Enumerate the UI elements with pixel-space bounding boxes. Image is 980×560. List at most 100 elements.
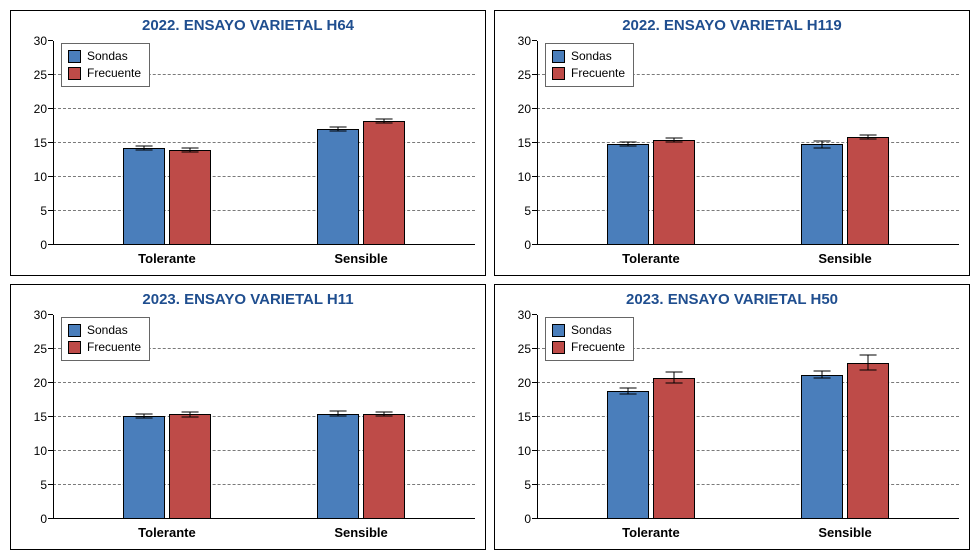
ytick-label: 20	[518, 102, 537, 116]
ytick-label: 30	[518, 34, 537, 48]
legend-swatch	[552, 324, 565, 337]
legend-label: Frecuente	[571, 65, 625, 82]
ytick-label: 10	[518, 444, 537, 458]
ytick-label: 25	[34, 342, 53, 356]
ytick-label: 5	[40, 204, 53, 218]
ytick-label: 10	[34, 444, 53, 458]
legend: SondasFrecuente	[545, 43, 634, 87]
ytick-label: 0	[524, 238, 537, 252]
ytick-label: 15	[34, 136, 53, 150]
legend-label: Sondas	[87, 322, 128, 339]
errorbar-cap	[813, 378, 830, 379]
legend-item: Frecuente	[552, 65, 625, 82]
panel-title: 2023. ENSAYO VARIETAL H50	[495, 291, 969, 308]
bar-frecuente	[169, 150, 211, 245]
panel-title: 2022. ENSAYO VARIETAL H119	[495, 17, 969, 34]
errorbar-cap	[376, 118, 393, 119]
bar-sondas	[123, 416, 165, 519]
bar-frecuente	[847, 363, 889, 519]
errorbar-cap	[860, 134, 877, 135]
gridline	[537, 176, 959, 177]
errorbar-cap	[619, 393, 636, 394]
bar-sondas	[801, 375, 843, 519]
x-category-label: Tolerante	[138, 245, 196, 266]
errorbar-cap	[666, 137, 683, 138]
ytick-label: 30	[34, 34, 53, 48]
legend-label: Frecuente	[571, 339, 625, 356]
legend: SondasFrecuente	[545, 317, 634, 361]
errorbar-cap	[813, 140, 830, 141]
errorbar-cap	[329, 416, 346, 417]
gridline	[537, 210, 959, 211]
legend-label: Frecuente	[87, 65, 141, 82]
gridline	[53, 142, 475, 143]
bar-sondas	[607, 391, 649, 519]
legend-swatch	[552, 50, 565, 63]
legend-item: Frecuente	[68, 339, 141, 356]
errorbar-cap	[182, 411, 199, 412]
ytick-label: 20	[34, 102, 53, 116]
ytick-label: 15	[518, 136, 537, 150]
ytick-label: 5	[40, 478, 53, 492]
y-axis	[537, 41, 538, 245]
legend-label: Sondas	[571, 322, 612, 339]
panel-h11: 2023. ENSAYO VARIETAL H11051015202530Tol…	[10, 284, 486, 550]
x-axis	[537, 518, 959, 519]
bar-sondas	[123, 148, 165, 245]
gridline	[53, 416, 475, 417]
legend-item: Sondas	[552, 48, 625, 65]
errorbar-cap	[666, 383, 683, 384]
errorbar-cap	[182, 417, 199, 418]
errorbar-cap	[135, 150, 152, 151]
x-category-label: Tolerante	[138, 519, 196, 540]
legend-label: Frecuente	[87, 339, 141, 356]
legend: SondasFrecuente	[61, 317, 150, 361]
bar-sondas	[317, 414, 359, 519]
legend: SondasFrecuente	[61, 43, 150, 87]
gridline	[53, 210, 475, 211]
panel-h119: 2022. ENSAYO VARIETAL H119051015202530To…	[494, 10, 970, 276]
bar-frecuente	[653, 140, 695, 245]
legend-swatch	[68, 50, 81, 63]
ytick-label: 5	[524, 478, 537, 492]
errorbar-cap	[619, 146, 636, 147]
y-axis	[53, 41, 54, 245]
errorbar-cap	[860, 138, 877, 139]
errorbar-cap	[376, 122, 393, 123]
gridline	[537, 416, 959, 417]
gridline	[537, 108, 959, 109]
x-category-label: Sensible	[818, 519, 871, 540]
bar-frecuente	[653, 378, 695, 519]
errorbar-cap	[813, 147, 830, 148]
ytick-label: 10	[34, 170, 53, 184]
errorbar-cap	[329, 410, 346, 411]
gridline	[53, 176, 475, 177]
legend-item: Sondas	[552, 322, 625, 339]
x-category-label: Sensible	[818, 245, 871, 266]
x-category-label: Sensible	[334, 519, 387, 540]
errorbar-cap	[666, 141, 683, 142]
ytick-label: 30	[34, 308, 53, 322]
errorbar-cap	[619, 388, 636, 389]
errorbar-cap	[135, 417, 152, 418]
ytick-label: 25	[518, 342, 537, 356]
legend-swatch	[68, 324, 81, 337]
ytick-label: 20	[34, 376, 53, 390]
gridline	[53, 450, 475, 451]
x-axis	[53, 518, 475, 519]
errorbar-cap	[182, 151, 199, 152]
errorbar-cap	[619, 142, 636, 143]
legend-item: Sondas	[68, 322, 141, 339]
chart-grid: 2022. ENSAYO VARIETAL H64051015202530Tol…	[10, 10, 970, 550]
errorbar-cap	[860, 355, 877, 356]
legend-swatch	[68, 67, 81, 80]
ytick-label: 20	[518, 376, 537, 390]
errorbar-cap	[666, 372, 683, 373]
y-axis	[53, 315, 54, 519]
ytick-label: 0	[40, 512, 53, 526]
errorbar-cap	[376, 412, 393, 413]
legend-swatch	[552, 67, 565, 80]
gridline	[537, 484, 959, 485]
x-category-label: Tolerante	[622, 245, 680, 266]
errorbar-cap	[135, 146, 152, 147]
